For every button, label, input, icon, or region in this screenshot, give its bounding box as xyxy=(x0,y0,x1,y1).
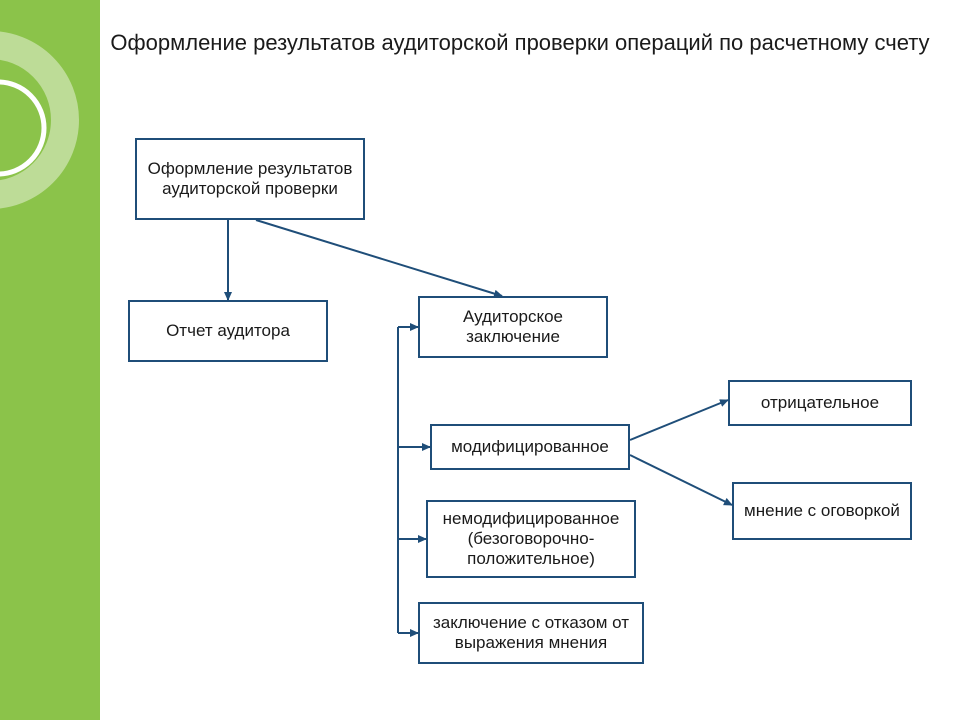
node-label: модифицированное xyxy=(451,437,609,457)
node-label: мнение с оговоркой xyxy=(744,501,900,521)
node-auditor-report: Отчет аудитора xyxy=(128,300,328,362)
node-root: Оформление результатов аудиторской прове… xyxy=(135,138,365,220)
node-disclaimer: заключение с отказом от выражения мнения xyxy=(418,602,644,664)
node-modified: модифицированное xyxy=(430,424,630,470)
node-label: отрицательное xyxy=(761,393,879,413)
node-adverse: отрицательное xyxy=(728,380,912,426)
node-audit-conclusion: Аудиторское заключение xyxy=(418,296,608,358)
node-label: Оформление результатов аудиторской прове… xyxy=(147,159,353,199)
node-label: Отчет аудитора xyxy=(166,321,290,341)
node-qualified: мнение с оговоркой xyxy=(732,482,912,540)
diagram-canvas: Оформление результатов аудиторской прове… xyxy=(0,0,960,720)
node-label: немодифицированное (безоговорочно-положи… xyxy=(438,509,624,569)
page-title: Оформление результатов аудиторской прове… xyxy=(100,28,940,58)
node-label: заключение с отказом от выражения мнения xyxy=(430,613,632,653)
node-label: Аудиторское заключение xyxy=(430,307,596,347)
node-unmodified: немодифицированное (безоговорочно-положи… xyxy=(426,500,636,578)
